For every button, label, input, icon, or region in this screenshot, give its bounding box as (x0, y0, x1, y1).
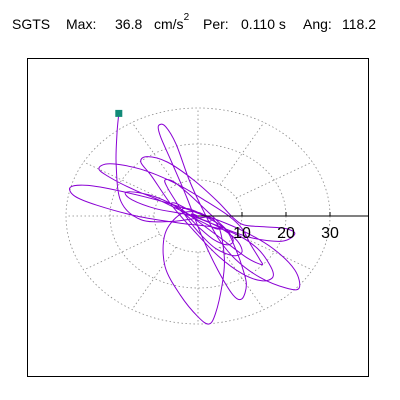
grid-spoke-30 (219, 122, 265, 186)
ang-label: Ang: (303, 16, 332, 32)
max-value: 36.8 (115, 16, 143, 32)
motion-trace (69, 113, 301, 325)
per-value: 0.110 s (241, 16, 286, 32)
start-marker (115, 109, 123, 117)
grid-spoke-330 (131, 122, 177, 186)
per-label: Per: (203, 16, 229, 32)
max-label: Max: (66, 16, 97, 32)
station-code: SGTS (12, 16, 51, 32)
grid-spoke-210 (131, 246, 177, 310)
axis-layer (198, 212, 368, 217)
ring-label-3: 30 (321, 225, 339, 242)
max-unit-exponent: 2 (183, 12, 190, 24)
motion-trace-layer (69, 113, 301, 325)
ring-label-2: 20 (277, 225, 295, 242)
ang-value: 118.2 (342, 16, 376, 32)
chart-header: SGTS Max: 36.8 cm/s2 Per: 0.110 s Ang: 1… (0, 12, 400, 36)
marker-layer (115, 109, 123, 117)
grid-spoke-150 (219, 246, 265, 310)
max-unit: cm/s2 (154, 12, 189, 36)
ring-label-layer: 10 20 30 (233, 225, 339, 242)
ring-label-1: 10 (233, 225, 251, 242)
max-unit-base: cm/s (154, 16, 184, 32)
